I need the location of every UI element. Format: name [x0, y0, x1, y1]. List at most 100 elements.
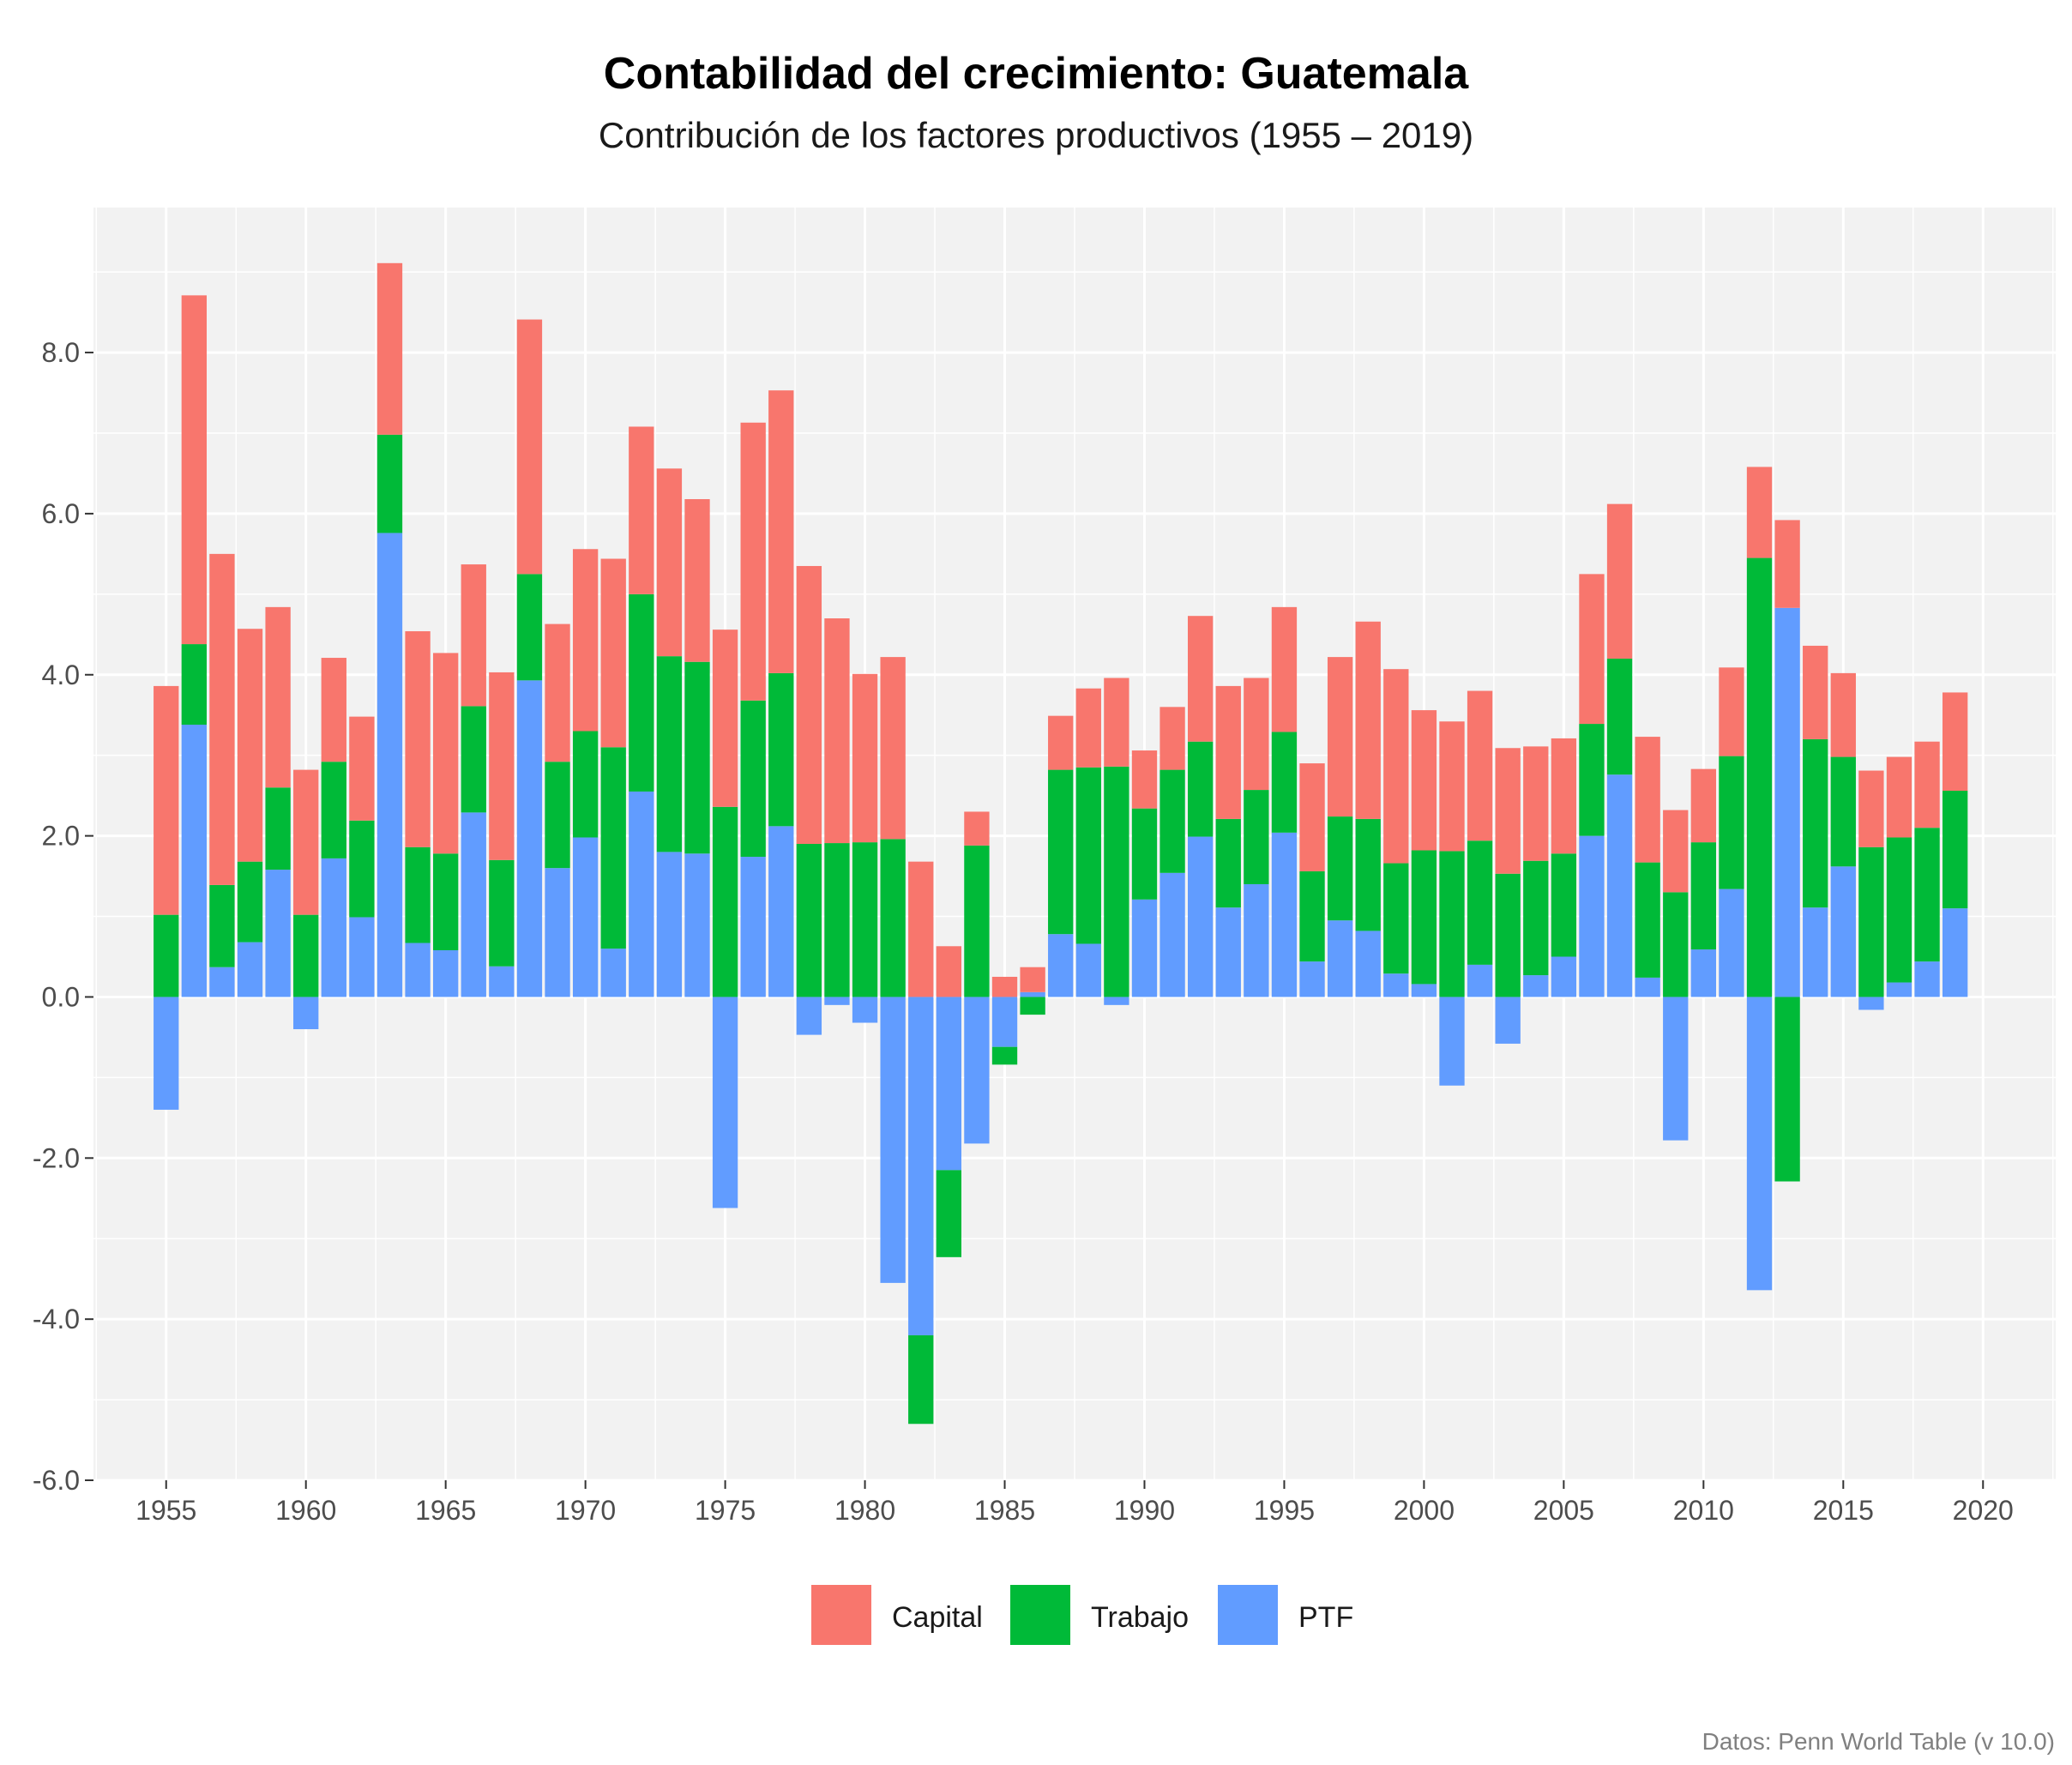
bar-ptf-1977	[768, 826, 794, 997]
bar-ptf-1980	[852, 997, 878, 1023]
bar-ptf-1987	[1048, 934, 1074, 997]
bar-ptf-2013	[1774, 607, 1800, 997]
bar-capital-1997	[1327, 657, 1353, 817]
bar-ptf-1964	[405, 943, 431, 997]
bar-ptf-1981	[880, 997, 906, 1283]
bar-capital-1981	[880, 657, 906, 840]
x-tick-label: 2020	[1953, 1495, 2014, 1526]
bar-capital-1974	[684, 499, 710, 662]
bar-ptf-1982	[908, 997, 934, 1335]
bar-ptf-2017	[1886, 982, 1912, 997]
bar-ptf-2014	[1803, 907, 1828, 997]
bar-ptf-1962	[349, 917, 375, 997]
bar-ptf-1970	[572, 837, 599, 997]
bar-trabajo-1965	[433, 853, 459, 950]
bar-ptf-2012	[1746, 997, 1773, 1291]
grid	[93, 208, 2056, 1482]
bar-capital-1988	[1075, 688, 1101, 768]
bar-capital-2015	[1830, 672, 1856, 757]
bar-trabajo-1963	[376, 434, 403, 533]
bar-ptf-1971	[600, 949, 626, 997]
bar-ptf-1995	[1271, 832, 1298, 997]
x-axis: 1955 1960 1965 1970 1975 1980 1985 1990 1995 2000…	[136, 1480, 2014, 1526]
bar-ptf-1960	[293, 997, 319, 1030]
bar-trabajo-1992	[1188, 741, 1214, 837]
bar-capital-1993	[1215, 685, 1241, 819]
bar-trabajo-2001	[1439, 851, 1465, 997]
bar-trabajo-1978	[796, 844, 822, 997]
bar-trabajo-1991	[1159, 769, 1185, 873]
bar-ptf-1955	[154, 997, 179, 1110]
bar-ptf-1991	[1159, 872, 1185, 997]
bar-capital-1972	[629, 426, 654, 594]
bar-capital-1991	[1159, 707, 1185, 770]
bar-trabajo-2016	[1858, 846, 1884, 997]
bar-capital-1983	[936, 946, 961, 997]
bar-trabajo-1997	[1327, 816, 1353, 921]
y-tick-label: -6.0	[33, 1465, 80, 1496]
bar-trabajo-1981	[880, 839, 906, 997]
bar-capital-1973	[656, 468, 683, 657]
bar-trabajo-1966	[461, 706, 486, 813]
bar-trabajo-1977	[768, 672, 794, 827]
bar-capital-1965	[433, 653, 459, 854]
bar-trabajo-2002	[1467, 840, 1493, 965]
bar-trabajo-1971	[600, 747, 626, 949]
bar-trabajo-2013	[1774, 997, 1800, 1182]
bar-ptf-2006	[1579, 835, 1605, 997]
x-tick-label: 1995	[1254, 1495, 1315, 1526]
bar-ptf-1956	[181, 724, 207, 997]
bar-ptf-2015	[1830, 866, 1856, 997]
bar-capital-1985	[991, 976, 1018, 997]
bar-ptf-1973	[656, 852, 683, 997]
bar-capital-1977	[768, 390, 794, 673]
bar-ptf-2004	[1523, 975, 1549, 997]
bar-ptf-1967	[489, 966, 515, 997]
bar-capital-1970	[572, 549, 599, 732]
legend-key-ptf	[1218, 1585, 1278, 1645]
y-axis: -6.0 -4.0 -2.0 0.0 2.0 4.0 6.0 8.0	[33, 337, 93, 1496]
x-tick-label: 1980	[834, 1495, 895, 1526]
bar-ptf-1968	[516, 680, 543, 997]
bar-capital-1984	[964, 811, 990, 846]
bar-capital-1994	[1244, 678, 1269, 791]
bar-capital-2014	[1803, 645, 1828, 739]
y-tick-label: -2.0	[33, 1142, 80, 1173]
bar-capital-1986	[1020, 967, 1045, 992]
bar-trabajo-1976	[740, 700, 766, 858]
bar-ptf-2002	[1467, 964, 1493, 997]
bar-trabajo-1989	[1104, 766, 1129, 997]
bar-trabajo-2012	[1746, 557, 1773, 997]
chart-caption: Datos: Penn World Table (v 10.0)	[1702, 1728, 2055, 1755]
bar-capital-1963	[376, 262, 403, 435]
bar-capital-1957	[209, 553, 235, 885]
bar-ptf-2018	[1914, 961, 1940, 997]
bar-ptf-2000	[1411, 984, 1437, 997]
bar-capital-2010	[1690, 768, 1716, 843]
bar-capital-1958	[237, 629, 263, 862]
bar-capital-1956	[181, 295, 207, 645]
legend-label-trabajo: Trabajo	[1091, 1601, 1189, 1634]
bar-ptf-1966	[461, 812, 486, 997]
bar-trabajo-2019	[1942, 791, 1968, 909]
bar-capital-1996	[1299, 763, 1325, 871]
bar-trabajo-1987	[1048, 769, 1074, 935]
bar-trabajo-1996	[1299, 870, 1325, 962]
y-tick-label: -4.0	[33, 1304, 80, 1334]
legend-key-capital	[811, 1585, 871, 1645]
bar-trabajo-1993	[1215, 818, 1241, 908]
bar-ptf-1972	[629, 791, 654, 997]
legend-key-trabajo	[1010, 1585, 1070, 1645]
bar-trabajo-1973	[656, 656, 683, 852]
bar-capital-1962	[349, 716, 375, 821]
bar-capital-2016	[1858, 770, 1884, 847]
bar-trabajo-1972	[629, 593, 654, 792]
bar-ptf-1994	[1244, 883, 1269, 997]
bar-trabajo-2003	[1495, 873, 1521, 997]
y-tick-label: 0.0	[42, 981, 80, 1012]
x-tick-label: 2005	[1533, 1495, 1594, 1526]
bar-ptf-1961	[321, 858, 346, 997]
bar-capital-2004	[1523, 746, 1549, 861]
bar-capital-2007	[1606, 503, 1633, 659]
bar-ptf-1996	[1299, 961, 1325, 997]
